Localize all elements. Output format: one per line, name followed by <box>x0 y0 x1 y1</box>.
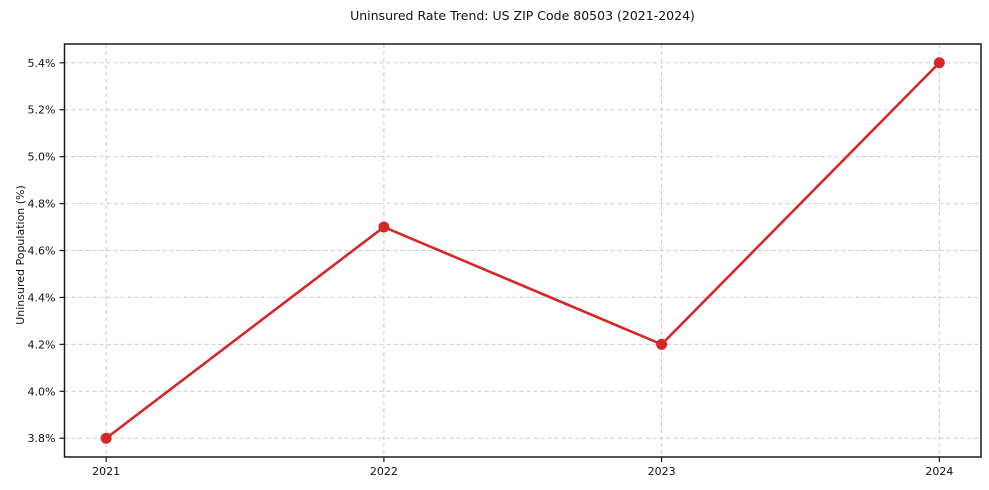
data-point-marker <box>656 338 668 350</box>
y-tick-label: 5.2% <box>28 104 56 117</box>
y-tick-label: 4.4% <box>28 291 56 304</box>
x-tick-label: 2023 <box>648 465 676 478</box>
x-tick-label: 2021 <box>92 465 120 478</box>
y-tick-label: 5.0% <box>28 151 56 164</box>
y-tick-label: 4.8% <box>28 198 56 211</box>
data-point-marker <box>933 57 945 69</box>
y-tick-label: 4.6% <box>28 245 56 258</box>
x-tick-label: 2024 <box>925 465 953 478</box>
y-tick-label: 3.8% <box>28 432 56 445</box>
data-point-marker <box>378 221 390 233</box>
y-tick-label: 4.0% <box>28 385 56 398</box>
x-tick-label: 2022 <box>370 465 398 478</box>
trend-line <box>104 61 941 440</box>
data-point-marker <box>100 432 112 444</box>
y-tick-label: 4.2% <box>28 338 56 351</box>
chart-title: Uninsured Rate Trend: US ZIP Code 80503 … <box>350 8 695 23</box>
y-tick-label: 5.4% <box>28 57 56 70</box>
